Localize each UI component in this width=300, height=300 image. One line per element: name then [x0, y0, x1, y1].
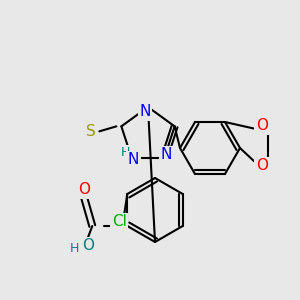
- Text: S: S: [86, 124, 96, 139]
- Text: N: N: [161, 147, 172, 162]
- Text: H: H: [70, 242, 79, 256]
- Text: N: N: [128, 152, 139, 167]
- Text: O: O: [256, 158, 268, 173]
- Text: O: O: [256, 118, 268, 134]
- Text: O: O: [82, 238, 94, 253]
- Text: Cl: Cl: [112, 214, 127, 230]
- Text: O: O: [78, 182, 90, 197]
- Text: N: N: [139, 104, 151, 119]
- Text: H: H: [121, 146, 130, 159]
